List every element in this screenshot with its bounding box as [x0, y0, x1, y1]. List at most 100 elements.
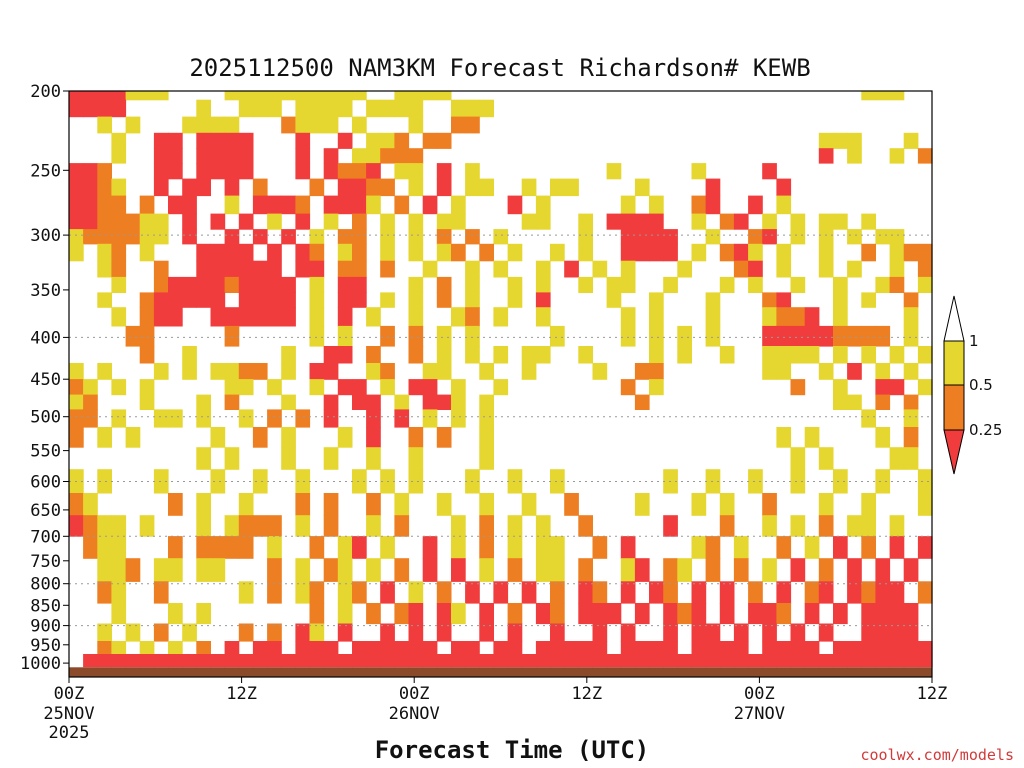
heatmap-cell — [97, 363, 112, 380]
heatmap-cell — [451, 379, 466, 396]
heatmap-cell — [210, 427, 226, 448]
heatmap-cell — [139, 195, 155, 215]
heatmap-cell — [649, 346, 664, 364]
heatmap-cell — [578, 243, 593, 262]
heatmap-cell — [69, 178, 84, 197]
heatmap-cell — [267, 91, 282, 101]
heatmap-cell — [465, 581, 480, 604]
heatmap-cell — [606, 276, 622, 293]
heatmap-cell — [252, 469, 268, 494]
heatmap-cell — [691, 623, 707, 642]
heatmap-cell — [663, 603, 678, 625]
heatmap-cell — [408, 641, 424, 655]
heatmap-cell — [323, 213, 339, 230]
heatmap-cell — [917, 493, 933, 516]
heatmap-cell — [818, 132, 834, 149]
heatmap-cell — [111, 307, 127, 327]
heatmap-cell — [224, 325, 240, 347]
heatmap-cell — [83, 163, 98, 180]
heatmap-cell — [97, 641, 112, 655]
heatmap-cell — [408, 447, 424, 470]
heatmap-cell — [182, 213, 197, 230]
heatmap-cell — [818, 213, 834, 230]
heatmap-cell — [111, 132, 127, 149]
heatmap-cell — [748, 469, 763, 494]
heatmap-cell — [889, 623, 905, 642]
heatmap-cell — [903, 623, 919, 642]
heatmap-cell — [267, 213, 282, 230]
heatmap-cell — [111, 148, 127, 164]
heatmap-cell — [281, 427, 296, 448]
heatmap-cell — [535, 276, 551, 293]
heatmap-cell — [168, 195, 183, 215]
heatmap-cell — [210, 558, 226, 582]
heatmap-cell — [394, 641, 410, 655]
heatmap-cell — [352, 195, 367, 215]
heatmap-cell — [196, 243, 211, 262]
heatmap-cell — [762, 603, 777, 625]
heatmap-cell — [83, 195, 98, 215]
heatmap-cell — [776, 195, 792, 215]
heatmap-cell — [210, 148, 226, 164]
heatmap-cell — [903, 394, 919, 410]
heatmap-cell — [465, 229, 480, 245]
heatmap-cell — [168, 148, 183, 164]
heatmap-cell — [380, 536, 395, 559]
heatmap-cell — [210, 654, 226, 668]
heatmap-cell — [408, 91, 424, 101]
heatmap-cell — [592, 603, 608, 625]
heatmap-cell — [762, 641, 777, 655]
heatmap-cell — [196, 116, 211, 134]
heatmap-cell — [493, 346, 509, 364]
heatmap-cell — [663, 558, 678, 582]
heatmap-cell — [436, 229, 452, 245]
heatmap-cell — [719, 515, 735, 537]
heatmap-cell — [224, 363, 240, 380]
heatmap-cell — [677, 260, 692, 278]
heatmap-cell — [620, 307, 636, 327]
heatmap-cell — [97, 163, 112, 180]
heatmap-cell — [521, 493, 537, 516]
heatmap-cell — [620, 379, 636, 396]
heatmap-cell — [182, 229, 197, 245]
heatmap-cell — [436, 276, 452, 293]
heatmap-cell — [903, 558, 919, 582]
heatmap-cell — [380, 641, 395, 655]
credit-link[interactable]: coolwx.com/models — [860, 746, 1014, 764]
heatmap-cell — [917, 654, 933, 668]
heatmap-cell — [620, 195, 636, 215]
heatmap-cell — [408, 623, 424, 642]
heatmap-cell — [252, 641, 268, 655]
colorbar-label: 0.5 — [969, 376, 993, 394]
heatmap-cell — [238, 379, 254, 396]
heatmap-cell — [267, 379, 282, 396]
heatmap-cell — [663, 515, 678, 537]
heatmap-cell — [252, 307, 268, 327]
heatmap-cell — [451, 243, 466, 262]
heatmap-cell — [719, 346, 735, 364]
heatmap-cell — [649, 292, 664, 308]
heatmap-cells — [69, 91, 933, 668]
heatmap-cell — [267, 581, 282, 604]
heatmap-cell — [875, 325, 891, 347]
heatmap-cell — [69, 195, 84, 215]
heatmap-cell — [507, 243, 523, 262]
heatmap-cell — [479, 493, 494, 516]
heatmap-cell — [493, 654, 509, 668]
heatmap-cell — [875, 394, 891, 410]
heatmap-cell — [153, 148, 169, 164]
heatmap-cell — [889, 260, 905, 278]
heatmap-cell — [861, 91, 876, 101]
heatmap-cell — [733, 243, 749, 262]
heatmap-cell — [153, 558, 169, 582]
heatmap-cell — [507, 623, 523, 642]
heatmap-cell — [408, 229, 424, 245]
heatmap-cell — [252, 99, 268, 118]
heatmap-cell — [210, 116, 226, 134]
heatmap-cell — [861, 515, 876, 537]
y-tick-label: 400 — [30, 328, 61, 348]
heatmap-cell — [323, 116, 339, 134]
heatmap-cell — [748, 195, 763, 215]
heatmap-cell — [733, 558, 749, 582]
heatmap-cell — [649, 641, 664, 655]
